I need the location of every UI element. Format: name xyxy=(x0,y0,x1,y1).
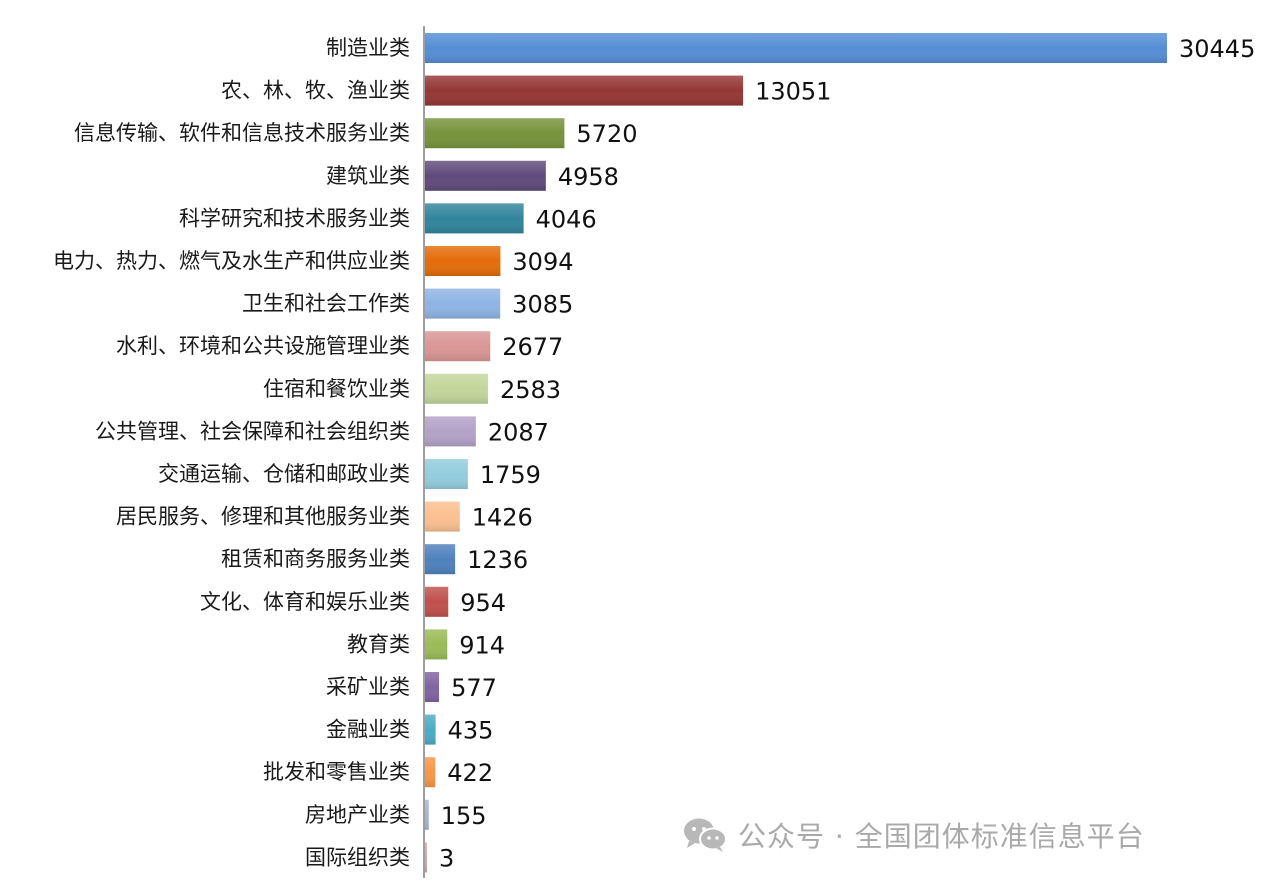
category-label: 金融业类 xyxy=(326,718,410,742)
value-label: 1426 xyxy=(472,504,533,532)
bar-highlight xyxy=(425,714,436,745)
bar-highlight xyxy=(425,586,449,617)
category-label: 批发和零售业类 xyxy=(263,760,410,784)
category-labels: 制造业类农、林、牧、渔业类信息传输、软件和信息技术服务业类建筑业类科学研究和技术… xyxy=(53,36,410,869)
value-label: 3085 xyxy=(512,291,573,319)
value-label: 155 xyxy=(441,802,487,830)
watermark-text: 公众号 · 全国团体标准信息平台 xyxy=(738,820,1145,853)
bar-highlight xyxy=(425,416,476,447)
category-label: 租赁和商务服务业类 xyxy=(221,547,410,571)
bar-highlight xyxy=(425,203,524,234)
bar-highlight xyxy=(425,672,440,702)
bar-highlight xyxy=(425,757,436,788)
value-label: 1759 xyxy=(480,461,541,489)
value-label: 954 xyxy=(460,589,506,617)
category-label: 信息传输、软件和信息技术服务业类 xyxy=(74,121,410,145)
value-label: 914 xyxy=(459,631,505,659)
category-label: 采矿业类 xyxy=(326,675,410,699)
bar-highlight xyxy=(425,373,488,404)
bar-highlight xyxy=(425,33,1167,63)
value-label: 4958 xyxy=(558,163,619,191)
value-label: 422 xyxy=(447,759,493,787)
category-label: 交通运输、仓储和邮政业类 xyxy=(158,462,410,486)
bar-highlight xyxy=(425,842,427,873)
bar-highlight xyxy=(425,246,501,276)
value-label: 435 xyxy=(448,717,494,745)
value-label: 2677 xyxy=(502,333,563,361)
category-label: 建筑业类 xyxy=(326,164,410,188)
value-label: 1236 xyxy=(467,546,528,574)
category-label: 教育类 xyxy=(347,632,410,656)
category-label: 国际组织类 xyxy=(305,845,410,869)
category-label: 农、林、牧、渔业类 xyxy=(221,79,410,103)
value-label: 2583 xyxy=(500,376,561,404)
bar-highlight xyxy=(425,160,546,191)
value-labels: 30445 13051 5720 4958 4046 3094 3085 2677 2583 20… xyxy=(439,35,1255,872)
value-label: 3 xyxy=(439,844,454,872)
value-label: 13051 xyxy=(755,78,831,106)
category-label: 居民服务、修理和其他服务业类 xyxy=(116,505,410,529)
bar-highlight xyxy=(425,544,456,575)
category-label: 卫生和社会工作类 xyxy=(242,292,410,316)
category-label: 住宿和餐饮业类 xyxy=(263,377,410,401)
bars-layer xyxy=(425,33,1167,873)
bar-highlight xyxy=(425,629,448,660)
value-label: 4046 xyxy=(536,205,597,233)
bar-highlight xyxy=(425,75,744,106)
category-label: 电力、热力、燃气及水生产和供应业类 xyxy=(53,249,410,273)
category-label: 科学研究和技术服务业类 xyxy=(179,206,410,230)
bar-highlight xyxy=(425,501,460,532)
category-label: 文化、体育和娱乐业类 xyxy=(200,590,410,614)
category-label: 公共管理、社会保障和社会组织类 xyxy=(95,419,410,443)
value-label: 2087 xyxy=(488,418,549,446)
value-label: 577 xyxy=(451,674,497,702)
bar-highlight xyxy=(425,331,491,362)
value-label: 3094 xyxy=(512,248,573,276)
value-label: 5720 xyxy=(576,120,637,148)
value-label: 30445 xyxy=(1179,35,1255,63)
bar-highlight xyxy=(425,118,565,149)
wechat-icon xyxy=(684,818,727,852)
bar-highlight xyxy=(425,799,429,830)
watermark: 公众号 · 全国团体标准信息平台 xyxy=(682,812,1145,858)
category-label: 水利、环境和公共设施管理业类 xyxy=(116,334,410,358)
category-label: 制造业类 xyxy=(326,36,410,60)
bar-highlight xyxy=(425,459,468,489)
bar-highlight xyxy=(425,288,501,319)
category-label: 房地产业类 xyxy=(305,803,410,827)
